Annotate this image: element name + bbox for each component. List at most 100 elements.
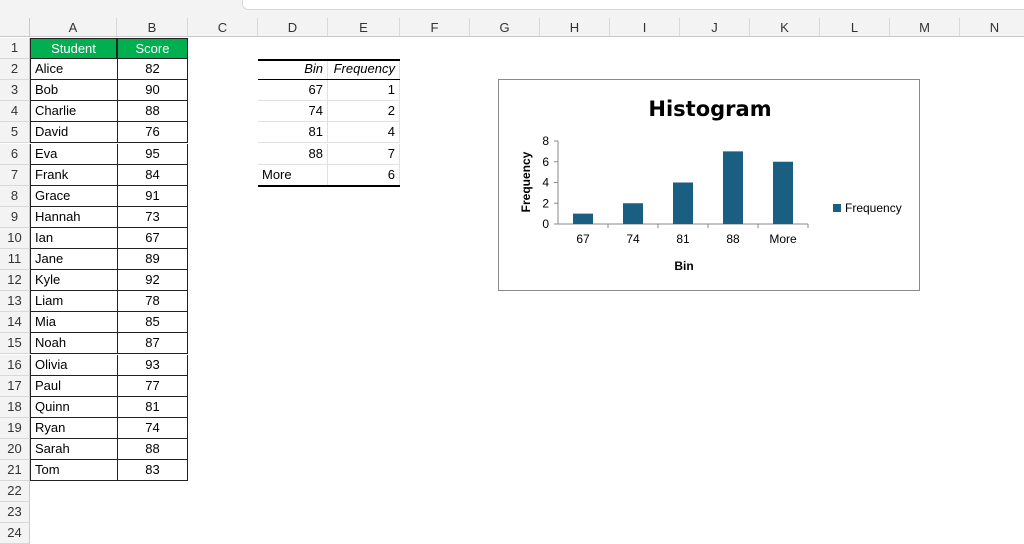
- column-header-D[interactable]: D: [258, 18, 328, 37]
- student-cell[interactable]: David: [30, 122, 118, 144]
- score-cell[interactable]: 84: [117, 164, 188, 186]
- bar-74: [623, 203, 643, 224]
- student-cell[interactable]: Alice: [30, 59, 118, 81]
- score-cell[interactable]: 82: [117, 59, 188, 81]
- score-cell[interactable]: 81: [117, 396, 188, 418]
- row-header-12[interactable]: 12: [0, 270, 30, 292]
- row-header-1[interactable]: 1: [0, 38, 30, 60]
- row-header-5[interactable]: 5: [0, 122, 30, 144]
- freq-table-header[interactable]: Frequency: [328, 59, 400, 81]
- bin-cell[interactable]: More: [258, 164, 328, 186]
- column-header-L[interactable]: L: [820, 18, 890, 37]
- score-cell[interactable]: 78: [117, 291, 188, 313]
- score-cell[interactable]: 90: [117, 80, 188, 102]
- student-cell[interactable]: Bob: [30, 80, 118, 102]
- score-cell[interactable]: 88: [117, 438, 188, 460]
- student-cell[interactable]: Olivia: [30, 354, 118, 376]
- score-cell[interactable]: 89: [117, 249, 188, 271]
- student-cell[interactable]: Noah: [30, 333, 118, 355]
- student-cell[interactable]: Kyle: [30, 270, 118, 292]
- column-header-K[interactable]: K: [750, 18, 820, 37]
- score-cell[interactable]: 85: [117, 312, 188, 334]
- column-header-M[interactable]: M: [890, 18, 960, 37]
- score-cell[interactable]: 88: [117, 101, 188, 123]
- score-cell[interactable]: 87: [117, 333, 188, 355]
- student-cell[interactable]: Grace: [30, 185, 118, 207]
- row-header-7[interactable]: 7: [0, 164, 30, 186]
- histogram-chart[interactable]: Histogram 0 2 4 6 8 67 74 81 88 More Bin Frequency Fr…: [498, 79, 920, 291]
- column-header-F[interactable]: F: [400, 18, 470, 37]
- row-header-20[interactable]: 20: [0, 438, 30, 460]
- frequency-cell[interactable]: 1: [328, 80, 400, 102]
- score-cell[interactable]: 91: [117, 185, 188, 207]
- bin-cell[interactable]: 81: [258, 122, 328, 144]
- score-cell[interactable]: 76: [117, 122, 188, 144]
- score-cell[interactable]: 95: [117, 143, 188, 165]
- student-cell[interactable]: Ryan: [30, 417, 118, 439]
- column-header-N[interactable]: N: [960, 18, 1024, 37]
- y-tick-label: 4: [542, 176, 549, 190]
- student-cell[interactable]: Hannah: [30, 206, 118, 228]
- row-header-10[interactable]: 10: [0, 227, 30, 249]
- freq-table-header[interactable]: Bin: [258, 59, 328, 81]
- column-header-A[interactable]: A: [30, 18, 117, 37]
- student-cell[interactable]: Ian: [30, 227, 118, 249]
- row-header-13[interactable]: 13: [0, 291, 30, 313]
- student-cell[interactable]: Tom: [30, 460, 118, 482]
- row-header-18[interactable]: 18: [0, 396, 30, 418]
- score-cell[interactable]: 74: [117, 417, 188, 439]
- score-cell[interactable]: 83: [117, 460, 188, 482]
- frequency-cell[interactable]: 2: [328, 101, 400, 123]
- score-cell[interactable]: 67: [117, 227, 188, 249]
- student-cell[interactable]: Liam: [30, 291, 118, 313]
- student-table-header[interactable]: Student: [30, 38, 117, 60]
- column-header-B[interactable]: B: [117, 18, 188, 37]
- score-cell[interactable]: 93: [117, 354, 188, 376]
- row-header-24[interactable]: 24: [0, 523, 30, 544]
- bin-cell[interactable]: 67: [258, 80, 328, 102]
- formula-bar[interactable]: [242, 0, 1024, 10]
- frequency-cell[interactable]: 6: [328, 164, 400, 186]
- row-header-11[interactable]: 11: [0, 249, 30, 271]
- frequency-cell[interactable]: 4: [328, 122, 400, 144]
- row-header-8[interactable]: 8: [0, 185, 30, 207]
- row-header-19[interactable]: 19: [0, 417, 30, 439]
- row-header-14[interactable]: 14: [0, 312, 30, 334]
- row-header-3[interactable]: 3: [0, 80, 30, 102]
- score-cell[interactable]: 73: [117, 206, 188, 228]
- score-cell[interactable]: 77: [117, 375, 188, 397]
- student-table-header[interactable]: Score: [117, 38, 188, 60]
- row-header-21[interactable]: 21: [0, 460, 30, 482]
- row-header-17[interactable]: 17: [0, 375, 30, 397]
- x-tick-label: 88: [726, 232, 740, 246]
- column-header-H[interactable]: H: [540, 18, 610, 37]
- column-header-J[interactable]: J: [680, 18, 750, 37]
- row-header-6[interactable]: 6: [0, 143, 30, 165]
- column-header-E[interactable]: E: [328, 18, 400, 37]
- bin-cell[interactable]: 88: [258, 143, 328, 165]
- bin-cell[interactable]: 74: [258, 101, 328, 123]
- y-axis-title: Frequency: [519, 151, 533, 212]
- column-header-G[interactable]: G: [470, 18, 540, 37]
- row-header-22[interactable]: 22: [0, 481, 30, 503]
- score-cell[interactable]: 92: [117, 270, 188, 292]
- column-header-C[interactable]: C: [188, 18, 258, 37]
- student-cell[interactable]: Eva: [30, 143, 118, 165]
- student-cell[interactable]: Sarah: [30, 438, 118, 460]
- student-cell[interactable]: Charlie: [30, 101, 118, 123]
- x-axis-title: Bin: [674, 259, 693, 273]
- row-header-4[interactable]: 4: [0, 101, 30, 123]
- student-cell[interactable]: Mia: [30, 312, 118, 334]
- student-cell[interactable]: Paul: [30, 375, 118, 397]
- row-header-16[interactable]: 16: [0, 354, 30, 376]
- row-header-23[interactable]: 23: [0, 502, 30, 524]
- student-cell[interactable]: Jane: [30, 249, 118, 271]
- row-header-15[interactable]: 15: [0, 333, 30, 355]
- column-header-I[interactable]: I: [610, 18, 680, 37]
- student-cell[interactable]: Quinn: [30, 396, 118, 418]
- student-cell[interactable]: Frank: [30, 164, 118, 186]
- frequency-cell[interactable]: 7: [328, 143, 400, 165]
- row-header-9[interactable]: 9: [0, 206, 30, 228]
- select-all-button[interactable]: [0, 18, 30, 37]
- row-header-2[interactable]: 2: [0, 59, 30, 81]
